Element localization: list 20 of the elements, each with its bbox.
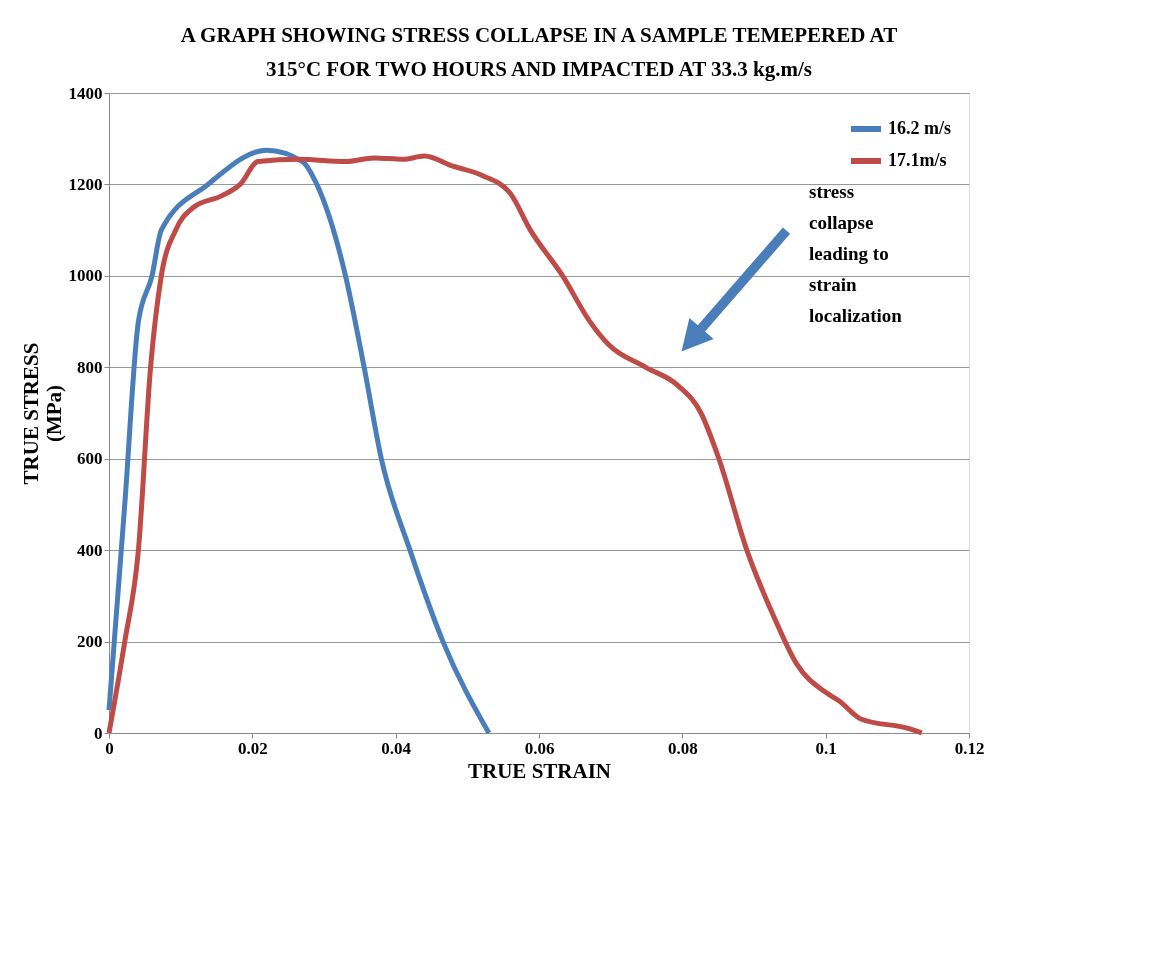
x-tick-label: 0.06: [524, 738, 555, 758]
y-tick-label: 400: [77, 540, 103, 560]
x-tick-label: 0.04: [381, 738, 412, 758]
y-tick-label: 1000: [68, 266, 103, 286]
y-tick-label: 1200: [68, 174, 103, 194]
y-tick-label: 200: [77, 632, 103, 652]
y-tick-label: 1400: [68, 83, 103, 103]
x-tick-label: 0.08: [667, 738, 698, 758]
x-tick-label: 0.12: [954, 738, 985, 758]
y-axis-title: TRUE STRESS (MPa): [18, 342, 66, 485]
legend-label: 17.1m/s: [888, 150, 947, 170]
y-tick-label: 600: [77, 449, 103, 469]
legend-label: 16.2 m/s: [888, 118, 951, 138]
annotation: stress collapse leading to strain localization: [809, 181, 903, 326]
x-tick-label: 0.02: [237, 738, 268, 758]
chart-title: A GRAPH SHOWING STRESS COLLAPSE IN A SAMPLE TEMEPERED AT 315°C FOR TWO HOURS AND IMPACTED AT 33.3 kg.m/s: [180, 23, 898, 81]
x-tick-label: 0.1: [815, 738, 837, 758]
y-tick-label: 800: [77, 357, 103, 377]
x-axis-title: TRUE STRAIN: [468, 758, 611, 783]
y-tick-label: 0: [94, 723, 103, 743]
